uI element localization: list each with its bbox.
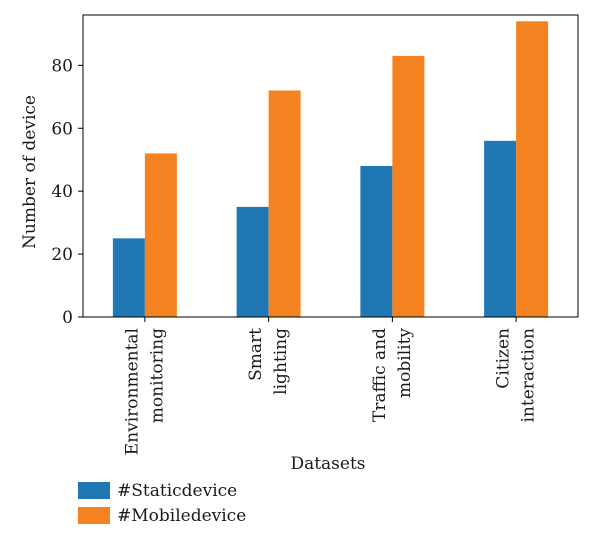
x-category-label: lighting <box>271 328 291 395</box>
y-tick-label: 60 <box>51 119 73 139</box>
legend-swatch-static <box>78 482 110 499</box>
legend-swatch-mobile <box>78 507 110 524</box>
plot-frame <box>82 14 579 318</box>
y-tick-label: 40 <box>51 182 73 202</box>
bar-mobile-0 <box>144 153 177 317</box>
x-category-label: mobility <box>395 328 415 398</box>
x-axis-title: Datasets <box>290 454 365 474</box>
bar-mobile-2 <box>392 55 425 317</box>
bar-mobile-3 <box>516 21 549 318</box>
y-tick-label: 80 <box>51 56 73 76</box>
x-category-label: Smart <box>246 328 266 381</box>
y-tick-label: 0 <box>62 308 73 328</box>
legend-label-static: #Staticdevice <box>117 481 237 501</box>
x-category-label: interaction <box>519 328 539 423</box>
bar-static-3 <box>484 140 517 317</box>
x-category-label: Traffic and <box>370 328 390 422</box>
x-category-label: Environmental <box>122 328 142 455</box>
x-category-label: Citizen <box>494 328 514 389</box>
bar-static-2 <box>360 166 393 317</box>
y-axis-title: Number of device <box>20 95 40 249</box>
legend-label-mobile: #Mobiledevice <box>117 506 246 526</box>
bar-static-1 <box>236 206 269 317</box>
y-tick-label: 20 <box>51 245 73 265</box>
legend: #Staticdevice #Mobiledevice <box>78 481 246 526</box>
bar-static-0 <box>112 238 145 317</box>
bar-mobile-1 <box>268 90 301 317</box>
x-category-label: monitoring <box>147 328 167 423</box>
plot-area: 0 20 40 60 80 Environmental monitoring Smart lig… <box>51 14 579 455</box>
